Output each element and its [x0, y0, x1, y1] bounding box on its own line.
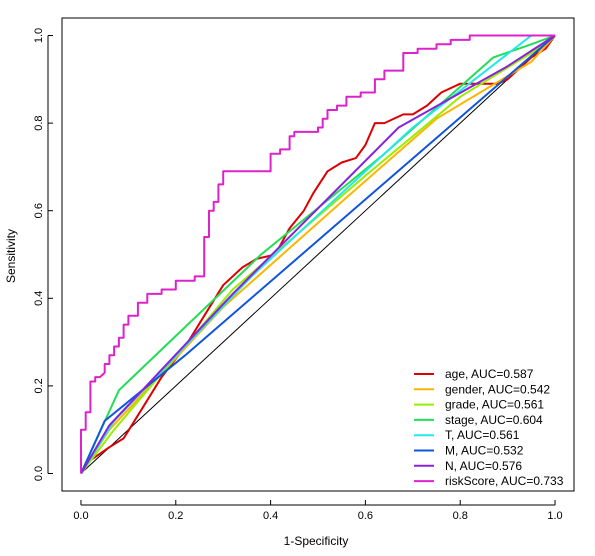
x-tick-label: 0.0 [73, 510, 88, 522]
y-tick-label: 0.4 [33, 291, 45, 306]
plot-area [80, 34, 556, 475]
y-tick-label: 0.2 [33, 378, 45, 393]
series-line-6 [80, 34, 556, 475]
x-tick-label: 0.4 [263, 510, 278, 522]
legend-label: M, AUC=0.532 [445, 444, 524, 458]
legend-label: riskScore, AUC=0.733 [445, 474, 564, 488]
y-tick-label: 0.0 [33, 466, 45, 481]
y-tick-label: 0.6 [33, 203, 45, 218]
legend-label: N, AUC=0.576 [445, 459, 522, 473]
reference-diagonal [80, 35, 556, 474]
y-tick-label: 1.0 [33, 28, 45, 43]
series-line-7 [80, 34, 555, 474]
x-axis-label: 1-Specificity [284, 534, 349, 548]
legend-label: T, AUC=0.561 [445, 428, 520, 442]
y-tick-label: 0.8 [33, 115, 45, 130]
legend-label: gender, AUC=0.542 [445, 382, 550, 396]
y-axis-label: Sensitivity [4, 229, 18, 283]
series-line-2 [80, 34, 556, 475]
y-axis: 0.0 0.2 0.4 0.6 0.8 1.0 [33, 28, 53, 481]
legend-label: age, AUC=0.587 [445, 367, 534, 381]
x-tick-label: 0.2 [168, 510, 183, 522]
legend-label: grade, AUC=0.561 [445, 398, 544, 412]
x-tick-label: 0.6 [358, 510, 373, 522]
x-tick-label: 1.0 [547, 510, 562, 522]
x-tick-label: 0.8 [453, 510, 468, 522]
x-axis: 0.0 0.2 0.4 0.6 0.8 1.0 [73, 500, 563, 522]
plot-frame [61, 17, 575, 492]
legend-label: stage, AUC=0.604 [445, 413, 543, 427]
